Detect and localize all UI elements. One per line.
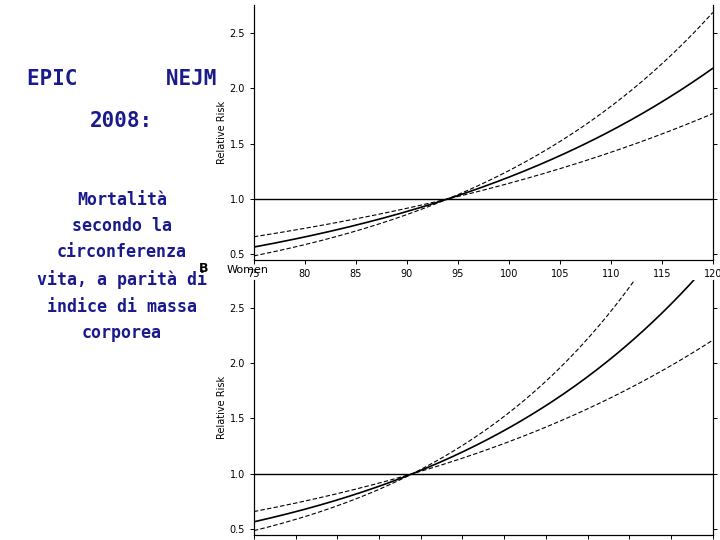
Text: Women: Women	[226, 265, 269, 275]
Text: B: B	[199, 262, 208, 275]
Text: 2008:: 2008:	[91, 111, 153, 131]
X-axis label: Waist Circumference (cm): Waist Circumference (cm)	[402, 283, 564, 293]
Text: EPIC       NEJM: EPIC NEJM	[27, 69, 217, 89]
Y-axis label: Relative Risk: Relative Risk	[217, 376, 227, 439]
Text: Mortalità
secondo la
circonferenza
vita, a parità di
indice di massa
corporea: Mortalità secondo la circonferenza vita,…	[37, 191, 207, 342]
Y-axis label: Relative Risk: Relative Risk	[217, 101, 227, 164]
